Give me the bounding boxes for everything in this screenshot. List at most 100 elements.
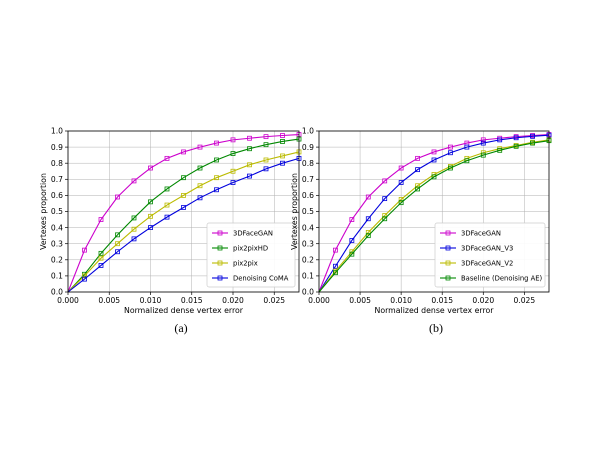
- legend-entry: 3DFaceGAN_V3: [440, 245, 513, 253]
- y-tick-label: 0.8: [302, 159, 314, 168]
- series-2: [67, 149, 302, 293]
- data-point: [247, 162, 252, 168]
- chart-a: 0.0 0.1 0.2 0.3 0.4 0.5 0.6 0.7 0.8 0.9 1.0 0.000 0.…: [39, 127, 302, 335]
- data-point: [382, 196, 388, 202]
- series-1: [318, 132, 552, 293]
- data-point: [148, 213, 153, 219]
- data-point: [230, 151, 236, 156]
- data-point: [365, 233, 371, 239]
- legend-label: Denoising CoMA: [233, 275, 289, 283]
- data-point: [398, 180, 404, 185]
- y-tick-label: 1.0: [302, 127, 314, 136]
- data-point: [115, 194, 120, 200]
- data-point: [247, 146, 252, 152]
- data-point: [131, 226, 137, 232]
- y-tick-label: 0.5: [302, 207, 314, 216]
- y-tick-label: 0.6: [302, 191, 314, 200]
- legend-label: 3DFaceGAN: [233, 230, 273, 238]
- series-line: [67, 138, 300, 293]
- x-tick-label: 0.005: [98, 296, 120, 305]
- data-point: [448, 150, 453, 156]
- data-point: [480, 140, 486, 146]
- data-point: [333, 263, 338, 269]
- data-point: [382, 216, 388, 222]
- data-point: [148, 199, 153, 205]
- data-point: [214, 140, 219, 146]
- y-tick-label: 0.6: [51, 191, 63, 200]
- data-point: [280, 153, 285, 159]
- y-tick-label: 0.5: [51, 207, 63, 216]
- x-tick-label: 0.000: [308, 296, 330, 305]
- series-3: [318, 138, 552, 293]
- y-tick-label: 0.1: [302, 272, 314, 281]
- series-line: [318, 140, 550, 293]
- y-axis-label: Vertexes proportion: [39, 173, 48, 250]
- data-point: [181, 149, 186, 155]
- data-point: [131, 236, 137, 242]
- y-tick-label: 0.7: [51, 175, 63, 184]
- data-point: [98, 263, 104, 268]
- data-point: [230, 180, 236, 185]
- y-tick-label: 0.3: [51, 239, 63, 248]
- data-point: [398, 200, 404, 206]
- y-tick-label: 0.7: [302, 175, 314, 184]
- subfigure-caption: (b): [429, 321, 443, 335]
- data-point: [333, 270, 338, 276]
- data-point: [464, 144, 470, 150]
- data-point: [280, 139, 285, 144]
- x-axis-label: Normalized dense vertex error: [374, 306, 494, 315]
- data-point: [382, 178, 388, 184]
- data-point: [497, 147, 503, 153]
- data-point: [82, 247, 87, 253]
- legend-entry: 3DFaceGAN_V2: [440, 260, 513, 268]
- legend-entry: pix2pixHD: [212, 245, 268, 253]
- data-point: [115, 232, 120, 238]
- series-line: [318, 133, 550, 293]
- data-point: [214, 175, 219, 181]
- data-point: [164, 186, 170, 192]
- legend-label: 3DFaceGAN_V3: [461, 245, 513, 253]
- data-point: [513, 143, 519, 149]
- legend-swatch-marker: [217, 230, 223, 236]
- legend: 3DFaceGAN pix2pixHD pix2pix Denoising CoMA: [206, 222, 296, 288]
- y-tick-label: 0.9: [302, 143, 314, 152]
- y-tick-label: 0.1: [51, 272, 63, 281]
- data-point: [197, 165, 203, 171]
- data-point: [530, 140, 535, 146]
- data-point: [280, 160, 285, 166]
- data-point: [431, 149, 437, 155]
- data-point: [415, 167, 420, 173]
- data-point: [164, 214, 170, 220]
- data-point: [164, 155, 170, 161]
- legend-box: [434, 222, 546, 288]
- data-point: [415, 155, 420, 161]
- data-point: [197, 195, 203, 201]
- data-point: [247, 135, 252, 141]
- legend-swatch-marker: [217, 245, 223, 251]
- data-point: [530, 133, 535, 139]
- x-tick-label: 0.000: [57, 296, 79, 305]
- data-point: [115, 249, 120, 255]
- data-point: [214, 187, 219, 193]
- data-point: [98, 250, 104, 256]
- data-point: [382, 213, 388, 218]
- data-point: [513, 135, 519, 141]
- data-point: [98, 255, 104, 261]
- data-point: [131, 215, 137, 221]
- series-line: [318, 139, 550, 293]
- data-point: [431, 157, 437, 163]
- legend-swatch-marker: [445, 230, 451, 236]
- data-point: [480, 152, 486, 158]
- series-line: [318, 134, 550, 293]
- data-point: [181, 192, 186, 198]
- legend-swatch-marker: [217, 260, 223, 266]
- data-point: [448, 144, 453, 150]
- y-tick-label: 0.8: [51, 159, 63, 168]
- y-tick-label: 0.4: [302, 223, 314, 232]
- data-point: [181, 175, 186, 181]
- legend-label: Baseline (Denoising AE): [461, 275, 543, 283]
- subfigure-caption: (a): [174, 321, 187, 335]
- x-tick-label: 0.025: [263, 296, 285, 305]
- data-point: [98, 217, 104, 222]
